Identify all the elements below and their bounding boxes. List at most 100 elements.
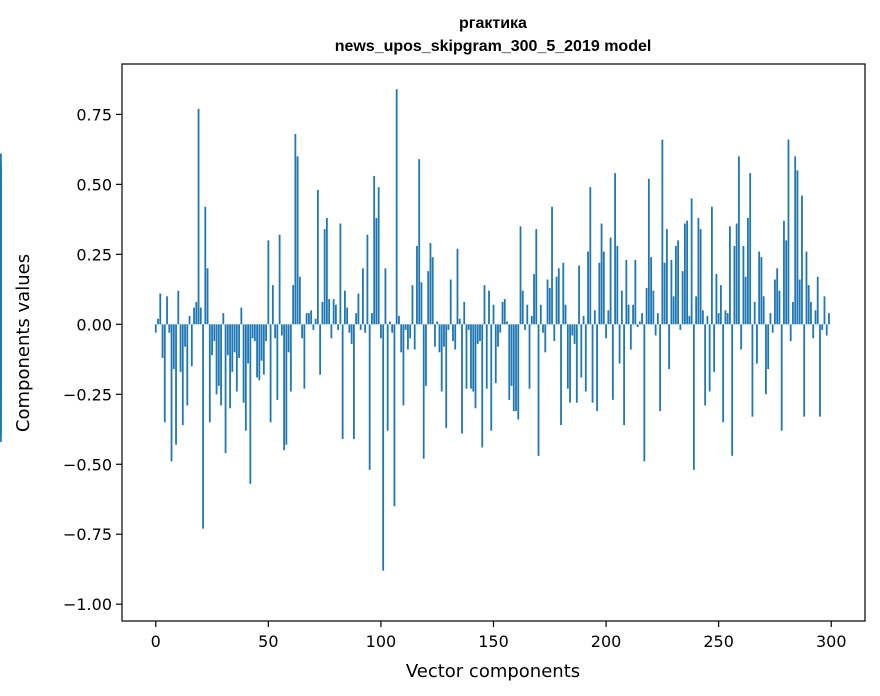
bar [197,108,200,325]
bar [368,324,371,470]
bar [404,324,407,330]
bar [510,324,513,386]
bar [398,315,400,325]
bar [449,279,452,325]
bar [578,265,580,325]
bar [0,324,2,392]
bar [353,324,355,440]
bar [204,206,207,325]
bar [618,324,621,364]
bar [224,324,227,454]
bar [789,324,792,342]
bar [735,223,738,325]
bar [695,296,698,325]
bar [427,271,430,325]
bar [679,324,682,330]
bar [341,324,344,440]
bar [557,268,560,325]
bar [233,324,236,353]
y-tick-label: −1.00 [63,595,112,614]
bar [294,133,297,325]
bar [346,307,349,325]
bar [636,324,639,328]
bar [753,301,756,325]
bar [778,290,781,325]
bar [787,139,790,325]
bar [661,139,664,325]
bar [828,313,830,325]
bar [726,313,729,325]
bar [420,282,423,325]
bar [686,220,689,325]
bars-group [0,89,830,571]
bar [785,240,788,325]
bar [591,324,594,403]
bar [533,273,535,325]
bar [418,159,421,325]
bar [560,324,562,426]
bar [751,324,754,417]
bar [738,156,740,325]
bar [472,324,475,392]
bar [776,268,779,325]
bar [330,324,333,339]
bar [546,279,549,325]
bar [593,310,596,325]
bar [747,217,749,325]
bar [731,324,734,456]
bar [235,324,238,392]
bar [278,234,281,325]
bar [677,240,680,325]
bar [517,324,520,420]
bar [706,315,709,325]
bar [650,257,653,325]
bar [434,324,436,347]
bar [701,310,704,325]
bar [598,262,601,325]
bar [154,324,157,333]
bar [262,324,265,375]
bar [199,307,202,325]
bar [744,276,747,325]
bar [807,285,810,325]
bar [625,259,628,325]
bar [688,315,691,325]
bar [312,324,315,330]
bar [380,324,382,339]
bar [796,170,799,325]
bar [244,324,247,431]
bar [562,262,565,325]
bar [762,296,765,325]
bar [774,279,776,325]
y-tick-label: 0.25 [76,245,112,264]
bar [476,324,479,344]
bar [411,285,414,325]
bar [249,324,252,484]
bar [717,313,720,325]
bar [724,310,727,325]
bar [168,324,171,333]
bar [166,296,168,325]
bar [582,315,585,325]
bar [447,324,450,330]
bar [810,301,812,325]
bar [393,324,396,507]
bar [656,313,659,325]
bar [571,324,574,336]
bar [260,324,263,361]
bar [573,324,576,344]
bar [303,324,306,389]
bar [461,324,463,434]
x-tick-label: 50 [258,632,278,651]
bar [181,324,184,426]
bar [645,287,648,325]
bar [240,307,243,325]
bar [733,245,736,325]
bar [429,243,432,325]
bar [285,324,288,445]
bar [704,324,707,406]
bar [269,324,272,423]
bar [422,324,425,459]
bar [674,245,677,325]
